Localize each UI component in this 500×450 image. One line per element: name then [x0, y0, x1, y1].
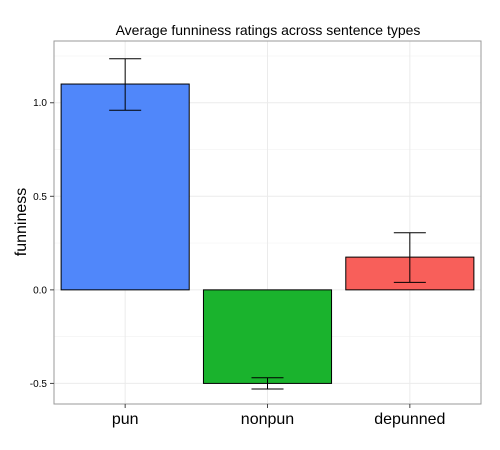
x-tick-label-depunned: depunned [374, 411, 445, 428]
bar-nonpun [202, 289, 333, 384]
bar-pun [60, 83, 190, 291]
y-axis-label: funniness [13, 188, 30, 257]
y-tick-label: 0.5 [33, 192, 47, 203]
chart-title: Average funniness ratings across sentenc… [116, 22, 421, 38]
x-tick-label-nonpun: nonpun [241, 411, 294, 428]
y-tick-label: 1.0 [33, 98, 47, 109]
x-tick-label-pun: pun [112, 411, 139, 428]
plot-area: -0.5 0.0 0.5 1.0 pun nonpun depunned [30, 40, 482, 428]
y-tick-label: -0.5 [30, 379, 48, 390]
y-tick-label: 0.0 [33, 285, 47, 296]
